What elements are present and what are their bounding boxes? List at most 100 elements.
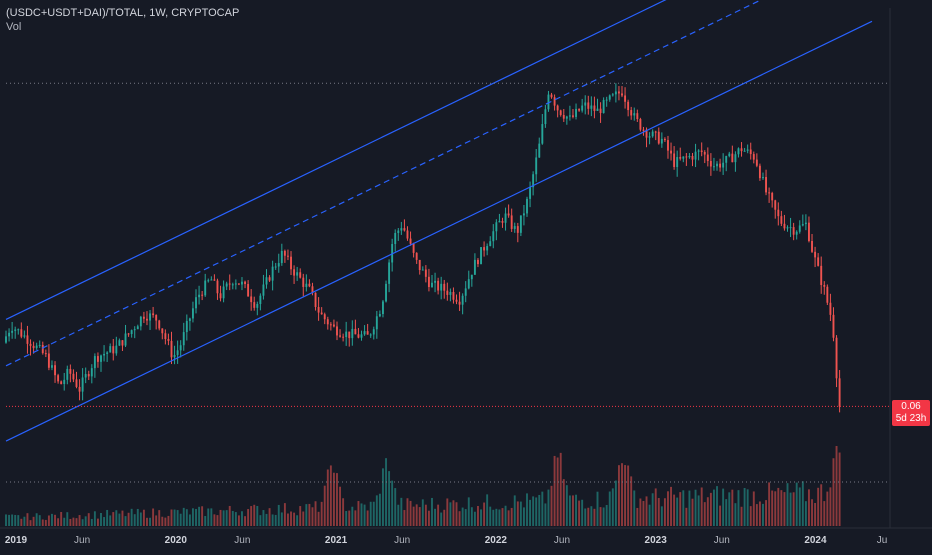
candle-body xyxy=(544,109,547,125)
candle-body xyxy=(427,276,430,288)
volume-bar xyxy=(287,513,289,526)
candle xyxy=(529,181,532,208)
candle-body xyxy=(771,192,774,201)
candle xyxy=(188,317,191,331)
candle-body xyxy=(158,320,161,329)
volume-bar xyxy=(602,507,605,526)
volume-bar xyxy=(204,516,207,526)
candle-body xyxy=(345,331,348,338)
volume-bar xyxy=(670,486,672,526)
candle-body xyxy=(811,240,813,252)
volume-bar xyxy=(547,489,550,526)
candle-body xyxy=(452,292,455,300)
candle xyxy=(670,142,672,161)
volume-bar xyxy=(716,486,718,526)
volume-bar xyxy=(146,517,148,526)
candle-body xyxy=(614,91,617,95)
volume-bar xyxy=(645,496,648,526)
candle-body xyxy=(149,313,151,321)
candle xyxy=(118,338,121,346)
candle xyxy=(611,92,614,97)
volume-bar xyxy=(621,463,623,526)
candle-body xyxy=(237,283,240,285)
candle-body xyxy=(287,255,289,257)
volume-bar xyxy=(544,503,547,526)
candle xyxy=(765,169,767,196)
candle-body xyxy=(596,108,599,111)
volume-bar xyxy=(415,504,418,526)
candle-body xyxy=(621,93,623,96)
candle xyxy=(26,325,29,354)
candle-body xyxy=(100,355,102,362)
candle xyxy=(210,276,213,281)
volume-bar xyxy=(323,485,326,526)
candle xyxy=(403,219,406,232)
candle xyxy=(112,338,115,361)
candle-body xyxy=(216,280,219,294)
volume-bar xyxy=(369,501,372,526)
candle xyxy=(146,311,148,326)
candle xyxy=(801,214,804,227)
candle xyxy=(237,283,240,286)
volume-bar xyxy=(228,505,231,526)
volume-bar xyxy=(357,501,360,526)
candle-body xyxy=(47,353,50,368)
volume-bar xyxy=(155,515,158,526)
candle xyxy=(663,137,666,142)
candle-body xyxy=(14,329,17,331)
volume-bar xyxy=(93,511,96,526)
candle xyxy=(642,126,645,136)
candle xyxy=(590,96,593,117)
volume-bar xyxy=(191,508,194,526)
candle-body xyxy=(136,326,139,330)
volume-bar xyxy=(820,484,823,526)
candle xyxy=(179,340,182,358)
volume-bar xyxy=(360,503,363,526)
candle xyxy=(388,259,391,293)
candle-body xyxy=(219,293,222,299)
volume-bar xyxy=(706,497,709,526)
candle-body xyxy=(758,165,761,179)
volume-bar xyxy=(32,516,35,526)
candle xyxy=(121,340,124,351)
candle-body xyxy=(817,257,820,266)
volume-bar xyxy=(158,510,161,526)
candle xyxy=(90,364,93,384)
volume-bar xyxy=(470,507,473,526)
candle-body xyxy=(808,222,810,241)
volume-bar xyxy=(498,509,501,526)
volume-bar xyxy=(63,517,66,526)
candle xyxy=(783,214,786,231)
candle xyxy=(418,259,421,275)
volume-bar xyxy=(829,487,832,526)
volume-bar xyxy=(394,488,397,526)
candle xyxy=(792,222,795,241)
candle-body xyxy=(559,110,562,115)
volume-bar xyxy=(213,514,216,526)
candle xyxy=(838,370,841,413)
candle-body xyxy=(188,318,191,321)
candle-body xyxy=(412,243,415,253)
volume-bar xyxy=(774,491,777,526)
candle-body xyxy=(829,302,832,315)
candle-body xyxy=(299,272,302,278)
volume-bar xyxy=(418,507,421,526)
x-tick-label: Ju xyxy=(877,535,888,546)
chart-legend: (USDC+USDT+DAI)/TOTAL, 1W, CRYPTOCAP Vol xyxy=(6,6,239,34)
candle xyxy=(93,353,96,378)
candle-body xyxy=(96,356,99,362)
candle-body xyxy=(768,192,771,194)
volume-bar xyxy=(29,520,32,526)
candle-body xyxy=(522,213,525,216)
volume-bar xyxy=(75,518,78,526)
volume-bar xyxy=(41,519,44,526)
volume-bar xyxy=(23,516,26,526)
candle xyxy=(522,205,525,226)
candle-body xyxy=(115,345,118,354)
candle xyxy=(676,150,679,177)
candle-body xyxy=(388,262,391,284)
volume-bar xyxy=(427,510,430,526)
volume-bar xyxy=(510,507,513,526)
candle-body xyxy=(467,279,470,289)
